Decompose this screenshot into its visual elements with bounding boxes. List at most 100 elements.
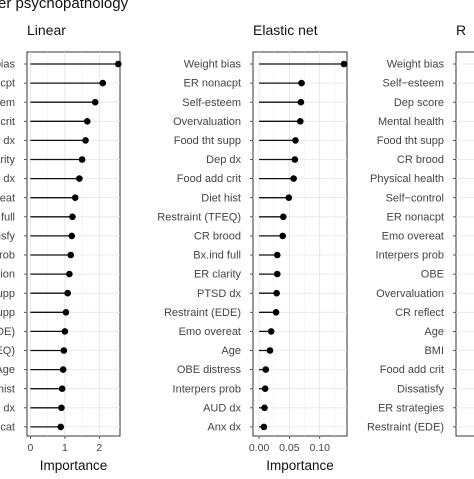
category-label-2-5: CR brood <box>397 154 444 166</box>
lollipop-point-0-8 <box>69 213 76 221</box>
lollipop-point-0-10 <box>67 251 75 259</box>
lollipop-point-0-9 <box>68 232 76 240</box>
category-label-2-9: Emo overeat <box>382 231 444 243</box>
lollipop-point-0-0 <box>114 60 122 68</box>
lollipop-point-0-16 <box>59 366 67 373</box>
panel-frame-2 <box>455 51 474 437</box>
lollipop-point-0-14 <box>61 328 69 335</box>
lollipop-point-1-5 <box>291 156 299 163</box>
lollipop-point-0-2 <box>91 98 99 106</box>
x-axis-title-1: Importance <box>266 458 334 473</box>
lollipop-point-1-14 <box>267 328 275 335</box>
category-label-1-1: ER nonacpt <box>184 78 241 90</box>
lollipop-point-1-15 <box>266 347 274 354</box>
panel-title-2: R <box>456 22 466 38</box>
category-label-0-2: steem <box>0 97 15 109</box>
category-label-2-18: ER strategies <box>378 402 445 414</box>
lollipop-point-1-17 <box>261 385 269 393</box>
category-label-1-5: Dep dx <box>206 154 241 166</box>
category-label-2-3: Mental health <box>378 116 444 128</box>
category-label-2-8: ER nonacpt <box>387 211 444 223</box>
category-label-0-16: Age <box>0 364 15 376</box>
category-label-0-9: tisfy <box>0 231 15 243</box>
category-label-2-2: Dep score <box>394 97 444 109</box>
category-label-1-17: Interpers prob <box>173 383 241 395</box>
category-label-2-0: Weight bias <box>387 59 445 71</box>
lollipop-point-1-1 <box>298 79 305 87</box>
category-label-1-3: Overvaluation <box>173 116 241 128</box>
category-label-2-12: Overvaluation <box>376 288 444 300</box>
category-label-0-11: lation <box>0 269 15 281</box>
category-label-1-8: Restraint (TFEQ) <box>157 211 241 223</box>
lollipop-point-0-11 <box>66 270 73 278</box>
lollipop-point-1-11 <box>273 270 281 278</box>
category-label-2-19: Restraint (EDE) <box>367 422 444 434</box>
category-label-2-4: Food tht supp <box>377 135 444 147</box>
lollipop-point-0-12 <box>64 289 71 297</box>
category-label-2-15: BMI <box>424 345 444 357</box>
lollipop-point-1-3 <box>297 118 304 125</box>
category-label-0-8: full <box>1 211 15 223</box>
lollipop-point-0-3 <box>83 118 91 125</box>
category-label-1-18: AUD dx <box>203 402 241 414</box>
category-label-1-19: Anx dx <box>207 422 241 434</box>
x-tick-label-1-0: 0.00 <box>249 442 270 454</box>
x-tick-label-1-1: 0.05 <box>279 442 300 454</box>
lollipop-point-0-4 <box>82 137 89 144</box>
panel-title-0: Linear <box>27 22 66 38</box>
category-label-1-11: ER clarity <box>194 269 242 281</box>
panel-title-1: Elastic net <box>253 22 318 38</box>
category-label-2-16: Food add crit <box>380 364 444 376</box>
category-label-2-17: Dissatisfy <box>397 383 445 395</box>
lollipop-point-1-19 <box>260 423 268 431</box>
lollipop-point-1-10 <box>273 251 281 259</box>
lollipop-point-1-18 <box>261 404 268 412</box>
lollipop-point-1-2 <box>297 98 305 106</box>
lollipop-point-0-19 <box>57 423 65 431</box>
category-label-0-0: bias <box>0 59 15 71</box>
lollipop-point-1-16 <box>262 366 270 373</box>
lollipop-point-1-13 <box>272 309 280 316</box>
lollipop-point-1-8 <box>280 213 287 221</box>
category-label-1-12: PTSD dx <box>197 288 242 300</box>
lollipop-point-0-7 <box>71 194 79 201</box>
category-label-0-10: prob <box>0 250 15 262</box>
x-tick-label-0-2: 2 <box>96 442 102 454</box>
category-label-2-10: Interpers prob <box>376 250 444 262</box>
lollipop-point-1-6 <box>290 175 297 182</box>
category-label-2-11: OBE <box>421 269 444 281</box>
lollipop-point-0-15 <box>60 347 68 354</box>
lollipop-point-0-18 <box>58 404 65 412</box>
category-label-0-1: ncpt <box>0 78 15 90</box>
category-label-1-16: OBE distress <box>177 364 242 376</box>
panel-frame-1 <box>252 51 348 437</box>
category-label-1-7: Diet hist <box>201 192 241 204</box>
lollipop-point-1-0 <box>340 60 348 68</box>
lollipop-point-1-12 <box>273 289 280 297</box>
category-label-1-14: Emo overeat <box>179 326 241 338</box>
panel-frame-0 <box>26 51 121 437</box>
category-label-0-7: ereat <box>0 192 15 204</box>
lollipop-point-1-7 <box>285 194 293 201</box>
category-label-1-10: Bx.ind full <box>193 250 241 262</box>
category-label-1-13: Restraint (EDE) <box>164 307 241 319</box>
category-label-0-19: cat <box>0 422 15 434</box>
x-axis-title-0: Importance <box>40 458 108 473</box>
category-label-0-3: crit <box>0 116 15 128</box>
figure-title: er psychopathology <box>0 0 129 12</box>
category-label-0-5: larity <box>0 154 15 166</box>
lollipop-point-1-4 <box>292 137 299 144</box>
category-label-0-6: dx <box>3 173 15 185</box>
x-tick-label-0-0: 0 <box>28 442 34 454</box>
x-tick-label-0-1: 1 <box>62 442 68 454</box>
category-label-0-12: upp <box>0 288 15 300</box>
category-label-0-4: dx <box>3 135 15 147</box>
category-label-2-1: Self−esteem <box>383 78 444 90</box>
category-label-0-14: DE) <box>0 326 15 338</box>
category-label-2-13: CR reflect <box>395 307 444 319</box>
category-label-1-6: Food add crit <box>177 173 241 185</box>
category-label-1-9: CR brood <box>194 231 241 243</box>
category-label-1-15: Age <box>221 345 241 357</box>
